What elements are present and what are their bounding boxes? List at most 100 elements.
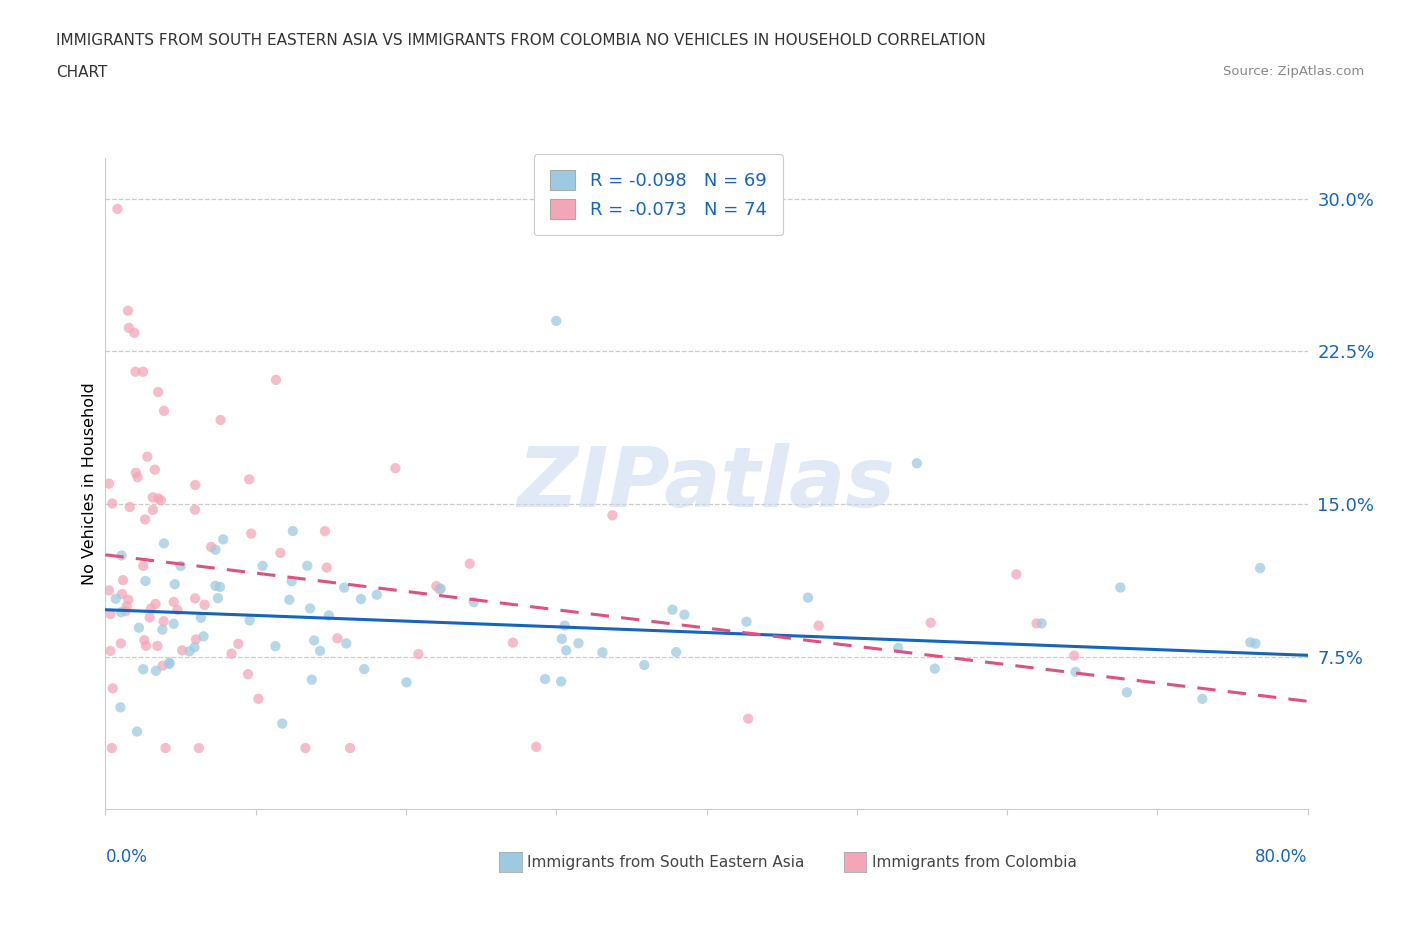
Point (134, 574, 156, 589)
Point (132, 662, 155, 677)
Point (152, 658, 174, 673)
Point (187, 740, 209, 755)
Point (807, 618, 830, 633)
Point (145, 596, 167, 611)
Point (150, 622, 173, 637)
Point (183, 640, 205, 655)
Text: Immigrants from Colombia: Immigrants from Colombia (872, 855, 1077, 870)
Point (1109, 580, 1132, 595)
Point (101, 681, 124, 696)
Point (118, 321, 141, 336)
Text: 0.0%: 0.0% (105, 848, 148, 866)
Point (797, 591, 820, 605)
Point (97, 583, 120, 598)
Point (350, 591, 373, 606)
Point (1064, 664, 1087, 679)
Legend: R = -0.098   N = 69, R = -0.073   N = 74: R = -0.098 N = 69, R = -0.073 N = 74 (534, 154, 783, 235)
Point (184, 477, 207, 492)
Point (534, 671, 557, 686)
Point (384, 460, 406, 475)
Point (298, 601, 321, 616)
Point (602, 508, 624, 523)
Point (153, 404, 176, 418)
Point (163, 577, 186, 591)
Point (429, 581, 451, 596)
Point (207, 591, 229, 605)
Text: ZIPatlas: ZIPatlas (517, 443, 896, 525)
Point (136, 449, 159, 464)
Point (159, 656, 181, 671)
Point (148, 491, 170, 506)
Point (152, 614, 174, 629)
Point (200, 539, 222, 554)
Text: IMMIGRANTS FROM SOUTH EASTERN ASIA VS IMMIGRANTS FROM COLOMBIA NO VEHICLES IN HO: IMMIGRANTS FROM SOUTH EASTERN ASIA VS IM… (56, 33, 986, 47)
Point (163, 594, 186, 609)
Point (138, 610, 160, 625)
Point (551, 631, 574, 646)
Point (143, 462, 166, 477)
Point (226, 636, 249, 651)
Point (155, 740, 177, 755)
Point (110, 700, 132, 715)
Point (924, 661, 946, 676)
Point (294, 740, 316, 755)
Point (302, 633, 325, 648)
Point (339, 740, 361, 755)
Point (110, 636, 132, 651)
Point (124, 365, 146, 379)
Point (278, 592, 301, 607)
Point (146, 638, 169, 653)
Point (118, 499, 141, 514)
Point (172, 643, 194, 658)
Point (209, 579, 232, 594)
Point (142, 502, 165, 517)
Point (271, 716, 294, 731)
Point (115, 599, 138, 614)
Point (463, 594, 485, 609)
Point (166, 603, 188, 618)
Point (194, 597, 217, 612)
Point (252, 558, 274, 573)
Point (920, 616, 942, 631)
Point (204, 578, 226, 593)
Point (458, 556, 481, 571)
Point (269, 545, 291, 560)
Point (247, 691, 270, 706)
Point (240, 526, 263, 541)
Point (1031, 616, 1053, 631)
Point (190, 610, 212, 625)
Point (145, 663, 167, 678)
Point (408, 646, 430, 661)
Point (425, 578, 447, 593)
Point (139, 601, 162, 616)
Point (193, 629, 215, 644)
Point (264, 372, 287, 387)
Point (125, 465, 148, 480)
Point (110, 604, 132, 619)
Point (333, 580, 356, 595)
Point (905, 456, 928, 471)
Point (135, 638, 157, 653)
Point (887, 641, 910, 656)
Point (555, 643, 578, 658)
Point (146, 385, 169, 400)
Point (132, 365, 155, 379)
Point (665, 644, 688, 659)
Point (309, 644, 332, 658)
Point (1005, 567, 1028, 582)
Point (112, 573, 135, 588)
Point (366, 587, 388, 602)
Point (315, 560, 337, 575)
Point (335, 636, 357, 651)
Point (127, 470, 149, 485)
Point (297, 558, 319, 573)
Point (124, 326, 146, 340)
Point (179, 644, 201, 658)
Point (1025, 616, 1047, 631)
Point (184, 591, 207, 605)
Point (125, 724, 148, 739)
Point (149, 493, 172, 508)
Point (395, 675, 418, 690)
Point (101, 740, 124, 755)
Point (281, 524, 304, 538)
